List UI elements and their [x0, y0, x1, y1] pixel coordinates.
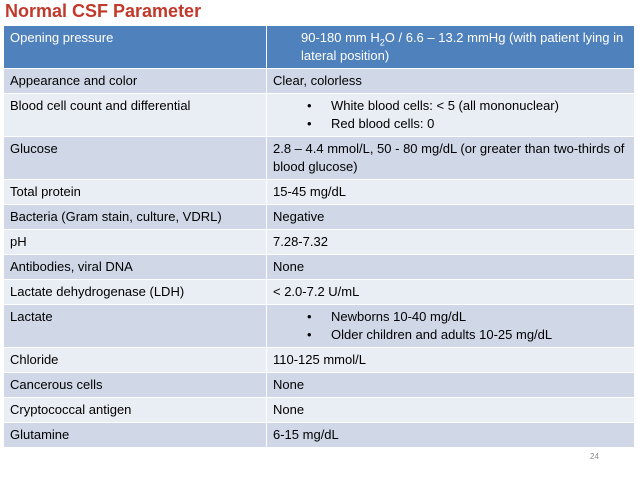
table-row: Antibodies, viral DNA None	[3, 254, 635, 280]
table-row: Cryptococcal antigen None	[3, 397, 635, 423]
value-bullet-item: • Red blood cells: 0	[307, 115, 628, 133]
value-bullet-list: • White blood cells: < 5 (all mononuclear…	[273, 97, 628, 133]
parameter-value-cell: • White blood cells: < 5 (all mononuclear…	[266, 93, 635, 137]
parameter-label-cell: Lactate dehydrogenase (LDH)	[3, 279, 267, 305]
parameter-value-cell: 15-45 mg/dL	[266, 179, 635, 205]
parameter-label-cell: Total protein	[3, 179, 267, 205]
parameter-label-cell: Blood cell count and differential	[3, 93, 267, 137]
bullet-icon: •	[307, 327, 312, 342]
parameter-label-cell: Cancerous cells	[3, 372, 267, 398]
csf-parameter-table: Opening pressure 90-180 mm H2O / 6.6 – 1…	[3, 25, 635, 448]
parameter-value-cell: 7.28-7.32	[266, 229, 635, 255]
table-row: Lactate • Newborns 10-40 mg/dL • Older child…	[3, 304, 635, 348]
value-bullet-item: • Newborns 10-40 mg/dL	[307, 308, 628, 326]
header-value-post: O / 6.6 – 13.2 mmHg (with patient lying …	[301, 30, 624, 63]
parameter-label-cell: pH	[3, 229, 267, 255]
header-value-pre: 90-180 mm H	[301, 30, 380, 45]
parameter-value-cell: • Newborns 10-40 mg/dL • Older children and…	[266, 304, 635, 348]
page-number: 24	[590, 452, 599, 461]
parameter-value-cell: Negative	[266, 204, 635, 230]
header-label-cell: Opening pressure	[3, 25, 267, 69]
parameter-label-cell: Glucose	[3, 136, 267, 180]
value-bullet-item: • White blood cells: < 5 (all mononuclear…	[307, 97, 628, 115]
parameter-label-cell: Bacteria (Gram stain, culture, VDRL)	[3, 204, 267, 230]
parameter-value-cell: None	[266, 397, 635, 423]
parameter-label-cell: Cryptococcal antigen	[3, 397, 267, 423]
table-row: Glucose 2.8 – 4.4 mmol/L, 50 - 80 mg/dL (…	[3, 136, 635, 180]
bullet-icon: •	[307, 309, 312, 324]
parameter-label-cell: Glutamine	[3, 422, 267, 448]
bullet-icon: •	[307, 98, 312, 113]
table-row: Total protein 15-45 mg/dL	[3, 179, 635, 205]
header-value-subscript: 2	[379, 37, 385, 48]
table-header-row: Opening pressure 90-180 mm H2O / 6.6 – 1…	[3, 25, 635, 69]
parameter-value-cell: 110-125 mmol/L	[266, 347, 635, 373]
bullet-icon: •	[307, 116, 312, 131]
page-title: Normal CSF Parameter	[5, 1, 202, 21]
table-body: Appearance and color Clear, colorless Bloo…	[3, 68, 635, 448]
header-value-cell: 90-180 mm H2O / 6.6 – 13.2 mmHg (with pa…	[266, 25, 635, 69]
bullet-text: Red blood cells: 0	[331, 116, 435, 131]
parameter-value-cell: 2.8 – 4.4 mmol/L, 50 - 80 mg/dL (or grea…	[266, 136, 635, 180]
table-row: Cancerous cells None	[3, 372, 635, 398]
parameter-label-cell: Antibodies, viral DNA	[3, 254, 267, 280]
parameter-label-cell: Appearance and color	[3, 68, 267, 94]
value-bullet-item: • Older children and adults 10-25 mg/dL	[307, 326, 628, 344]
value-bullet-list: • Newborns 10-40 mg/dL • Older children and…	[273, 308, 628, 344]
parameter-label-cell: Chloride	[3, 347, 267, 373]
parameter-value-cell: None	[266, 254, 635, 280]
bullet-text: Older children and adults 10-25 mg/dL	[331, 327, 553, 342]
parameter-label-cell: Lactate	[3, 304, 267, 348]
parameter-value-cell: None	[266, 372, 635, 398]
table-row: Appearance and color Clear, colorless	[3, 68, 635, 94]
parameter-value-cell: Clear, colorless	[266, 68, 635, 94]
table-row: pH 7.28-7.32	[3, 229, 635, 255]
parameter-value-cell: < 2.0-7.2 U/mL	[266, 279, 635, 305]
table-row: Bacteria (Gram stain, culture, VDRL) Nega…	[3, 204, 635, 230]
table-row: Glutamine 6-15 mg/dL	[3, 422, 635, 448]
table-row: Chloride 110-125 mmol/L	[3, 347, 635, 373]
table-row: Lactate dehydrogenase (LDH) < 2.0-7.2 U/m…	[3, 279, 635, 305]
parameter-value-cell: 6-15 mg/dL	[266, 422, 635, 448]
bullet-text: White blood cells: < 5 (all mononuclear)	[331, 98, 559, 113]
table-row: Blood cell count and differential • White …	[3, 93, 635, 137]
bullet-text: Newborns 10-40 mg/dL	[331, 309, 467, 324]
